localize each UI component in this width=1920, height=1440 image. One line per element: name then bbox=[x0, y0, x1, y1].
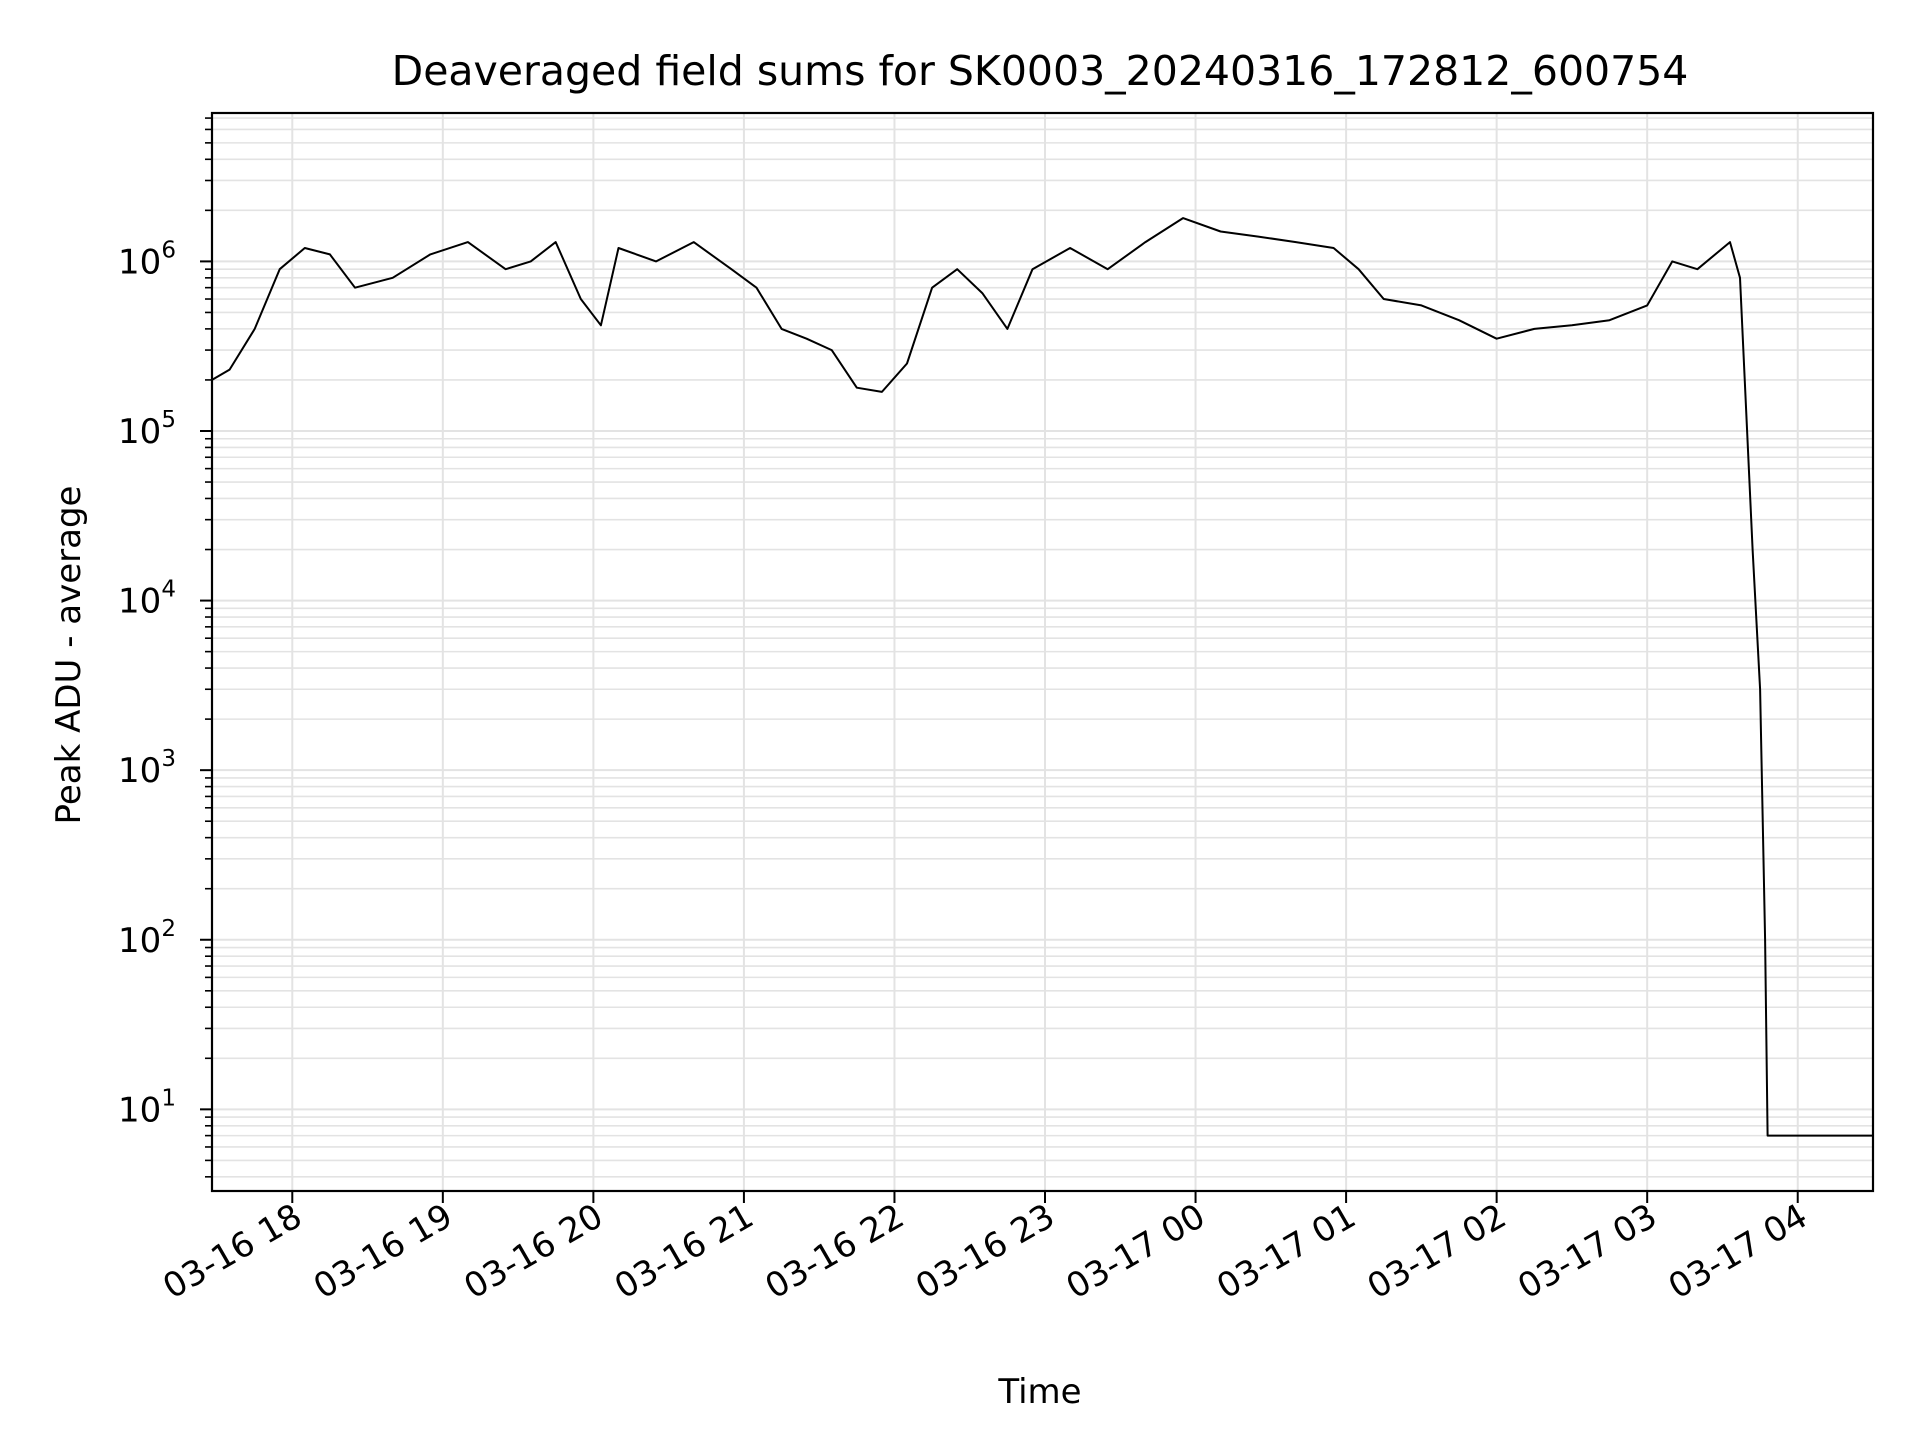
y-tick-exponent: 4 bbox=[161, 577, 176, 603]
y-tick-base: 10 bbox=[118, 582, 161, 622]
y-tick-label: 103 bbox=[118, 746, 176, 791]
series-layer bbox=[211, 217, 1873, 1137]
y-tick-base: 10 bbox=[118, 242, 161, 282]
y-tick-exponent: 2 bbox=[161, 916, 176, 942]
chart-title: Deaveraged field sums for SK0003_2024031… bbox=[392, 47, 1689, 95]
x-axis-label: Time bbox=[997, 1372, 1081, 1412]
y-tick-base: 10 bbox=[118, 921, 161, 961]
grid-lines bbox=[212, 113, 1873, 1191]
y-tick-base: 10 bbox=[118, 1090, 161, 1130]
series-line bbox=[211, 217, 1873, 1137]
y-tick-label: 104 bbox=[118, 577, 176, 622]
y-axis-label: Peak ADU - average bbox=[49, 486, 89, 825]
y-tick-label: 105 bbox=[118, 407, 176, 452]
y-tick-exponent: 6 bbox=[161, 237, 176, 263]
y-tick-base: 10 bbox=[118, 751, 161, 791]
y-tick-exponent: 3 bbox=[161, 746, 176, 772]
y-tick-label: 101 bbox=[118, 1085, 176, 1130]
y-tick-label: 102 bbox=[118, 916, 176, 961]
y-tick-exponent: 5 bbox=[161, 407, 176, 433]
y-tick-base: 10 bbox=[118, 412, 161, 452]
y-tick-label: 106 bbox=[118, 237, 176, 282]
y-tick-exponent: 1 bbox=[161, 1085, 176, 1111]
